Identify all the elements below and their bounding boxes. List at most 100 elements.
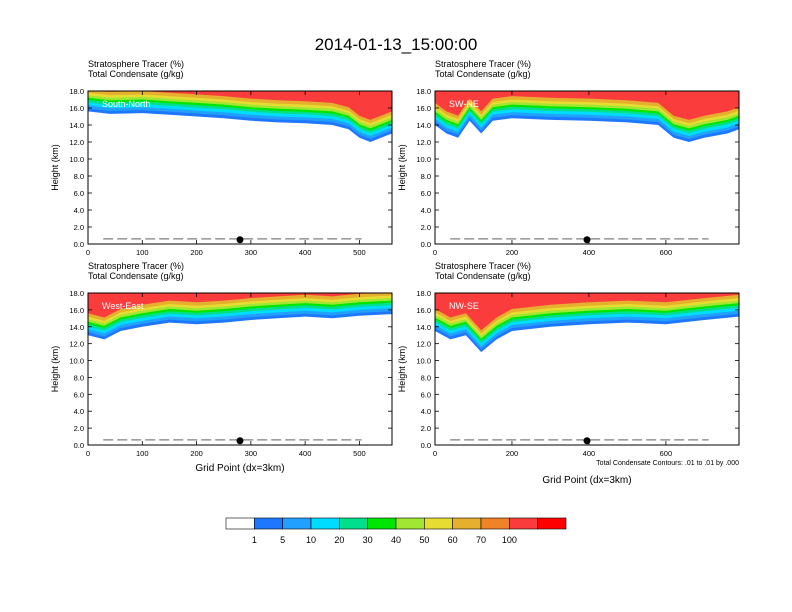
y-tick-label: 10.0 [416, 155, 431, 164]
colorbar-label: 50 [419, 535, 429, 545]
y-tick-label: 16.0 [69, 306, 84, 315]
tracer-band [435, 293, 739, 331]
y-tick-label: 8.0 [74, 373, 84, 382]
location-marker [583, 236, 591, 244]
panel-title-line1: Stratosphere Tracer (%) [435, 59, 531, 69]
x-tick-label: 500 [353, 248, 366, 257]
location-marker [583, 437, 591, 445]
y-tick-label: 0.0 [74, 240, 84, 249]
panel-label: West-East [102, 301, 144, 311]
y-axis-label: Height (km) [50, 346, 60, 393]
contour-note: Total Condensate Contours: .01 to .01 by… [596, 460, 739, 467]
y-tick-label: 12.0 [416, 138, 431, 147]
y-tick-label: 14.0 [69, 323, 84, 332]
x-axis-label: Grid Point (dx=3km) [542, 475, 631, 486]
y-tick-label: 6.0 [421, 189, 431, 198]
y-tick-label: 4.0 [74, 206, 84, 215]
colorbar-label: 5 [280, 535, 285, 545]
panel-title-line2: Total Condensate (g/kg) [435, 271, 531, 281]
colorbar-label: 40 [391, 535, 401, 545]
y-tick-label: 12.0 [69, 340, 84, 349]
tracer-band [88, 91, 392, 120]
y-tick-label: 18.0 [416, 87, 431, 96]
y-axis-label: Height (km) [397, 346, 407, 393]
y-tick-label: 4.0 [421, 206, 431, 215]
x-axis-label: Grid Point (dx=3km) [195, 463, 284, 474]
x-tick-label: 200 [506, 449, 519, 458]
colorbar-label: 20 [334, 535, 344, 545]
panel-title-line1: Stratosphere Tracer (%) [88, 261, 184, 271]
panel-title-line1: Stratosphere Tracer (%) [435, 261, 531, 271]
figure-title: 2014-01-13_15:00:00 [315, 35, 478, 54]
colorbar-label: 1 [252, 535, 257, 545]
panel-west-east: Stratosphere Tracer (%)Total Condensate … [50, 261, 393, 474]
colorbar-swatch [509, 517, 538, 530]
x-tick-label: 400 [299, 449, 312, 458]
colorbar-label: 10 [306, 535, 316, 545]
x-tick-label: 600 [660, 248, 673, 257]
colorbar-label: 60 [448, 535, 458, 545]
y-tick-label: 0.0 [74, 441, 84, 450]
x-tick-label: 300 [245, 248, 258, 257]
y-axis-label: Height (km) [50, 144, 60, 191]
x-tick-label: 100 [136, 248, 149, 257]
y-tick-label: 6.0 [74, 189, 84, 198]
colorbar-swatch [339, 517, 368, 530]
y-tick-label: 6.0 [74, 390, 84, 399]
x-tick-label: 200 [506, 248, 519, 257]
colorbar: 1 5 10 20 30 40 50 60 70 100 [225, 517, 567, 545]
panel-nw-se: Stratosphere Tracer (%)Total Condensate … [397, 261, 740, 486]
colorbar-swatch [254, 517, 283, 530]
plot-frame [434, 292, 740, 446]
location-marker [236, 437, 244, 445]
x-tick-label: 300 [245, 449, 258, 458]
y-axis-label: Height (km) [397, 144, 407, 191]
y-tick-label: 2.0 [421, 424, 431, 433]
y-tick-label: 14.0 [416, 121, 431, 130]
x-tick-label: 0 [86, 449, 90, 458]
colorbar-swatch [282, 517, 312, 530]
colorbar-swatch [537, 517, 567, 530]
panel-sw-ne: Stratosphere Tracer (%)Total Condensate … [397, 59, 740, 257]
y-tick-label: 16.0 [416, 104, 431, 113]
x-tick-label: 0 [86, 248, 90, 257]
panel-title-line2: Total Condensate (g/kg) [88, 69, 184, 79]
plot-frame [434, 90, 740, 245]
plot-frame [87, 90, 393, 245]
y-tick-label: 14.0 [416, 323, 431, 332]
y-tick-label: 0.0 [421, 240, 431, 249]
y-tick-label: 14.0 [69, 121, 84, 130]
panel-title-line2: Total Condensate (g/kg) [88, 271, 184, 281]
x-tick-label: 400 [583, 248, 596, 257]
y-tick-label: 10.0 [416, 357, 431, 366]
y-tick-label: 8.0 [421, 373, 431, 382]
y-tick-label: 12.0 [69, 138, 84, 147]
panel-label: South-North [102, 99, 151, 109]
colorbar-swatch [424, 517, 453, 530]
y-tick-label: 4.0 [421, 407, 431, 416]
panel-south-north: Stratosphere Tracer (%)Total Condensate … [50, 59, 393, 257]
colorbar-label: 70 [476, 535, 486, 545]
colorbar-swatch [225, 517, 255, 530]
panel-title-line1: Stratosphere Tracer (%) [88, 59, 184, 69]
y-tick-label: 2.0 [74, 223, 84, 232]
colorbar-label: 30 [363, 535, 373, 545]
y-tick-label: 10.0 [69, 357, 84, 366]
y-tick-label: 12.0 [416, 340, 431, 349]
panel-label: SW-NE [449, 99, 479, 109]
colorbar-swatch [367, 517, 397, 530]
colorbar-swatch [480, 517, 510, 530]
y-tick-label: 18.0 [416, 289, 431, 298]
tracer-band [88, 293, 392, 318]
x-tick-label: 400 [583, 449, 596, 458]
y-tick-label: 4.0 [74, 407, 84, 416]
y-tick-label: 16.0 [69, 104, 84, 113]
y-tick-label: 2.0 [421, 223, 431, 232]
y-tick-label: 0.0 [421, 441, 431, 450]
y-tick-label: 18.0 [69, 87, 84, 96]
panel-title-line2: Total Condensate (g/kg) [435, 69, 531, 79]
y-tick-label: 16.0 [416, 306, 431, 315]
x-tick-label: 600 [660, 449, 673, 458]
panels: Stratosphere Tracer (%)Total Condensate … [50, 59, 740, 486]
panel-label: NW-SE [449, 301, 479, 311]
